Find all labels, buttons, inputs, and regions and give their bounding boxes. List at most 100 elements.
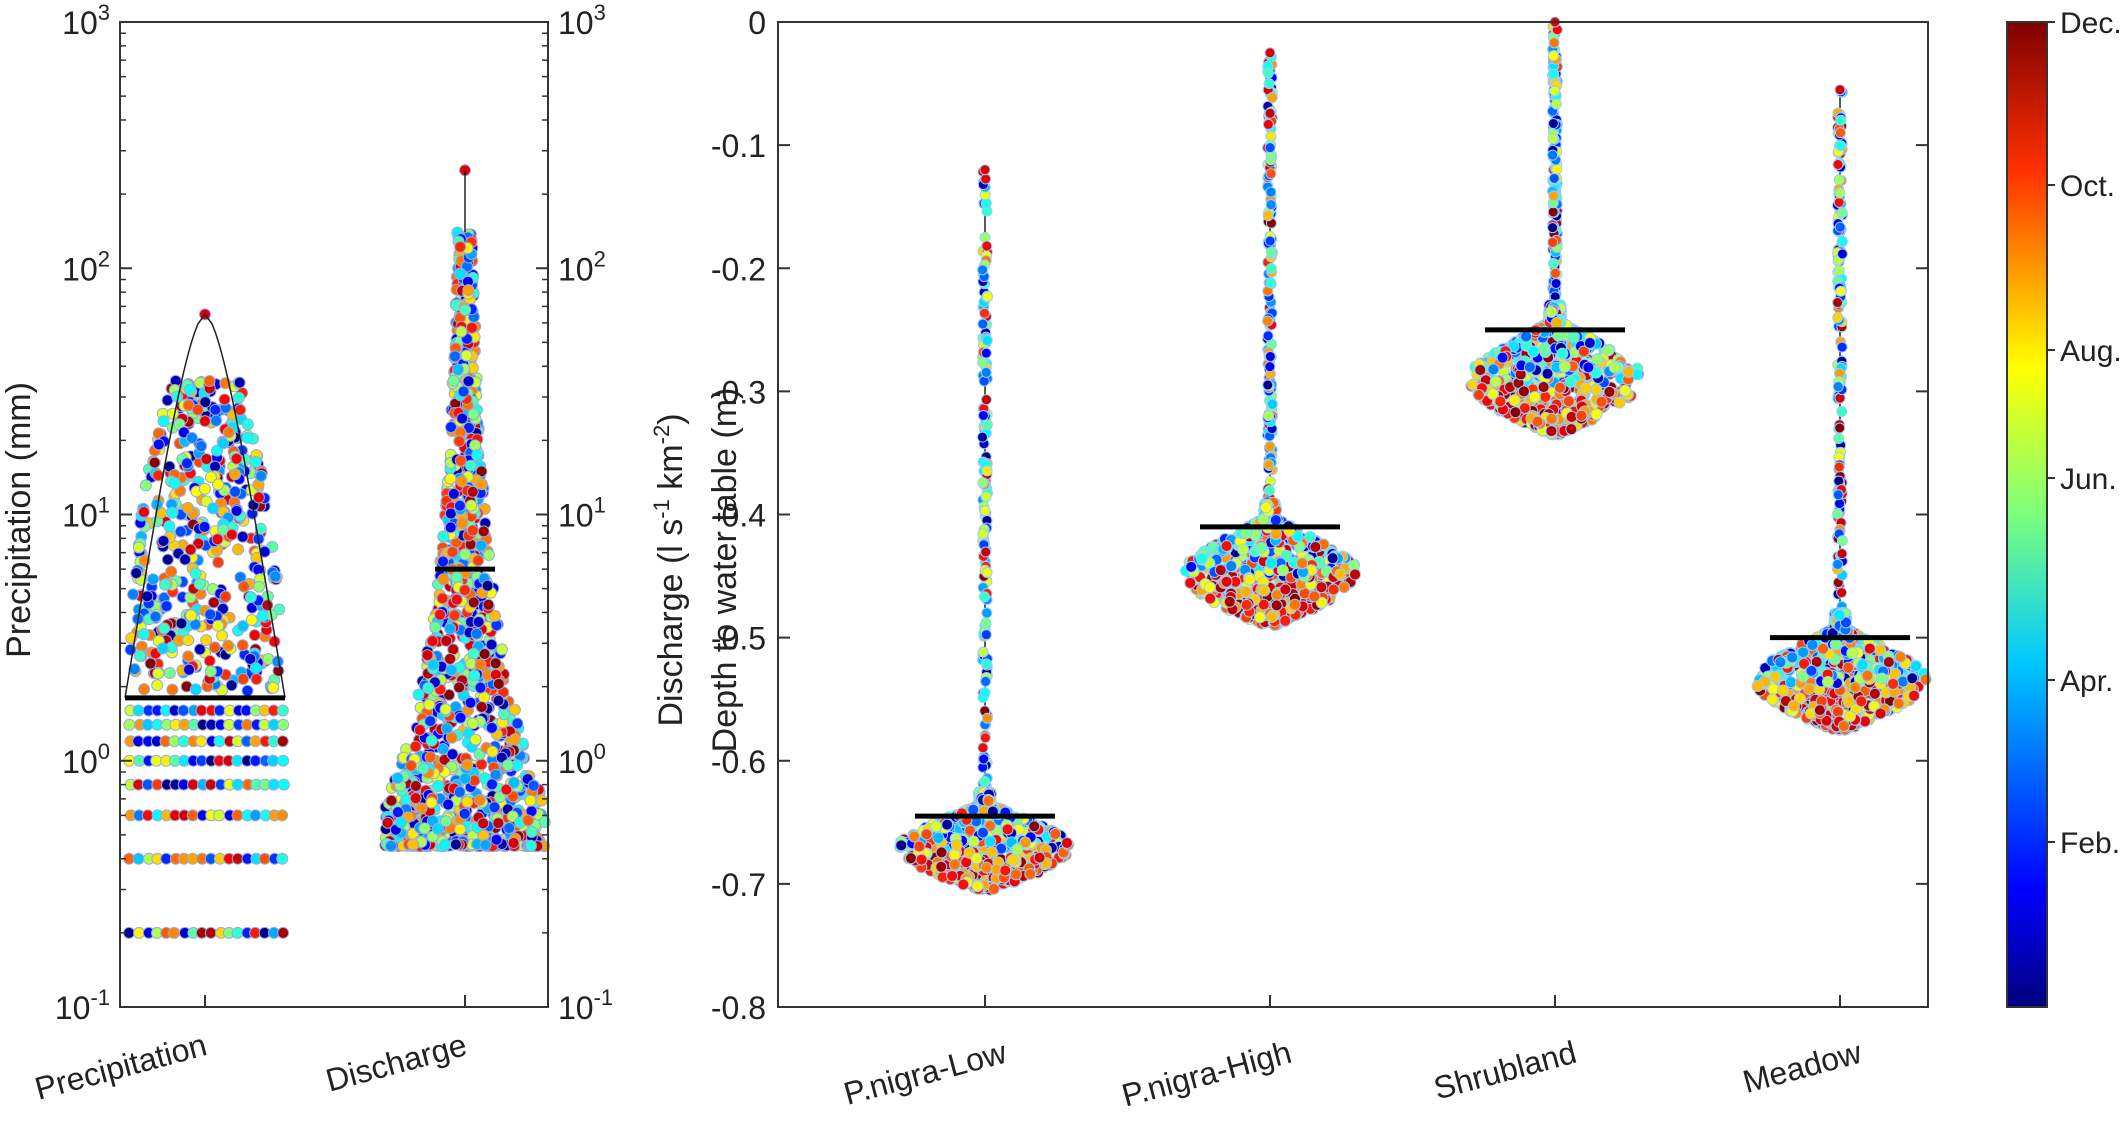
discharge-point xyxy=(485,638,498,651)
blob-point xyxy=(976,826,989,839)
discharge-point xyxy=(454,454,467,467)
precip-point xyxy=(189,567,202,580)
stem-point xyxy=(980,366,992,378)
precip-point xyxy=(222,639,235,652)
discharge-point xyxy=(466,524,479,537)
blob-point xyxy=(932,831,945,844)
blob-point xyxy=(935,860,948,873)
precip-point xyxy=(213,809,226,822)
discharge-point xyxy=(459,772,472,785)
discharge-ylabel-exp1: -1 xyxy=(649,499,674,519)
precip-point xyxy=(204,471,217,484)
precip-point xyxy=(193,577,206,590)
stem-point xyxy=(1547,258,1559,270)
precip-point xyxy=(159,578,172,591)
blob-point xyxy=(1225,560,1238,573)
discharge-point xyxy=(468,669,481,682)
blob-point xyxy=(935,846,948,859)
blob-point xyxy=(1288,598,1301,611)
precip-point xyxy=(225,528,238,541)
blob-point xyxy=(1024,868,1037,881)
discharge-point xyxy=(511,717,524,730)
stem-point xyxy=(1265,168,1277,180)
precip-point xyxy=(185,431,198,444)
discharge-point xyxy=(467,408,480,421)
stem-point xyxy=(979,307,991,319)
stem-point xyxy=(981,465,993,477)
precip-point xyxy=(277,926,290,939)
stem-point xyxy=(981,240,993,252)
blob-point xyxy=(1315,581,1328,594)
discharge-point xyxy=(492,677,505,690)
discharge-point xyxy=(442,798,455,811)
discharge-point xyxy=(444,652,457,665)
blob-point xyxy=(982,794,995,807)
precip-point xyxy=(152,438,165,451)
discharge-point xyxy=(492,817,505,830)
stem-point xyxy=(1548,172,1560,184)
discharge-point xyxy=(464,459,477,472)
discharge-point xyxy=(471,449,484,462)
left-xtick-label: Precipitation xyxy=(31,1026,210,1106)
discharge-point xyxy=(436,555,449,568)
blob-point xyxy=(1265,611,1278,624)
left-ytick-label: 10-1 xyxy=(558,985,613,1026)
stem-point xyxy=(979,687,991,699)
precip-point xyxy=(191,403,204,416)
discharge-point xyxy=(470,627,483,640)
blob-point xyxy=(1214,564,1227,577)
discharge-point xyxy=(486,778,499,791)
stem-point xyxy=(980,617,992,629)
discharge-point xyxy=(456,412,469,425)
blob-point xyxy=(957,878,970,891)
blob-point xyxy=(930,820,943,833)
blob-point xyxy=(1243,573,1256,586)
discharge-point xyxy=(447,487,460,500)
stem-point xyxy=(1263,78,1275,90)
precip-point xyxy=(203,654,216,667)
precip-point xyxy=(207,596,220,609)
discharge-point xyxy=(507,776,520,789)
discharge-point xyxy=(466,485,479,498)
discharge-point xyxy=(488,801,501,814)
left-ytick-label: 100 xyxy=(62,739,110,780)
precip-point xyxy=(185,609,198,622)
precip-point xyxy=(230,452,243,465)
blob-point xyxy=(1334,568,1347,581)
stem-point xyxy=(977,318,989,330)
precip-point xyxy=(236,639,249,652)
precip-point xyxy=(204,778,217,791)
precip-point xyxy=(261,599,274,612)
precip-point xyxy=(149,610,162,623)
blob-point xyxy=(913,840,926,853)
discharge-point xyxy=(444,472,457,485)
ytick-base: 10 xyxy=(558,990,594,1026)
precip-point xyxy=(181,457,194,470)
left-xticks: Precipitation Discharge xyxy=(31,995,470,1107)
discharge-point xyxy=(448,609,461,622)
precip-point xyxy=(267,681,280,694)
discharge-point xyxy=(424,715,437,728)
stem-point xyxy=(981,658,993,670)
precip-point xyxy=(132,541,145,554)
ytick-exp: 1 xyxy=(594,493,606,518)
discharge-point xyxy=(474,658,487,671)
discharge-point xyxy=(412,688,425,701)
precip-point xyxy=(276,704,289,717)
stem-point xyxy=(981,291,993,303)
discharge-point xyxy=(461,795,474,808)
blob-point xyxy=(970,852,983,865)
precip-point xyxy=(249,662,262,675)
discharge-point xyxy=(452,363,465,376)
discharge-point xyxy=(450,593,463,606)
discharge-point xyxy=(422,681,435,694)
discharge-point xyxy=(385,839,398,852)
blob-point xyxy=(1185,560,1198,573)
stem-point xyxy=(1549,267,1561,279)
precip-point xyxy=(277,778,290,791)
discharge-point xyxy=(524,839,537,852)
precip-point xyxy=(222,426,235,439)
blob-point xyxy=(1001,823,1014,836)
stem-point xyxy=(1547,236,1559,248)
